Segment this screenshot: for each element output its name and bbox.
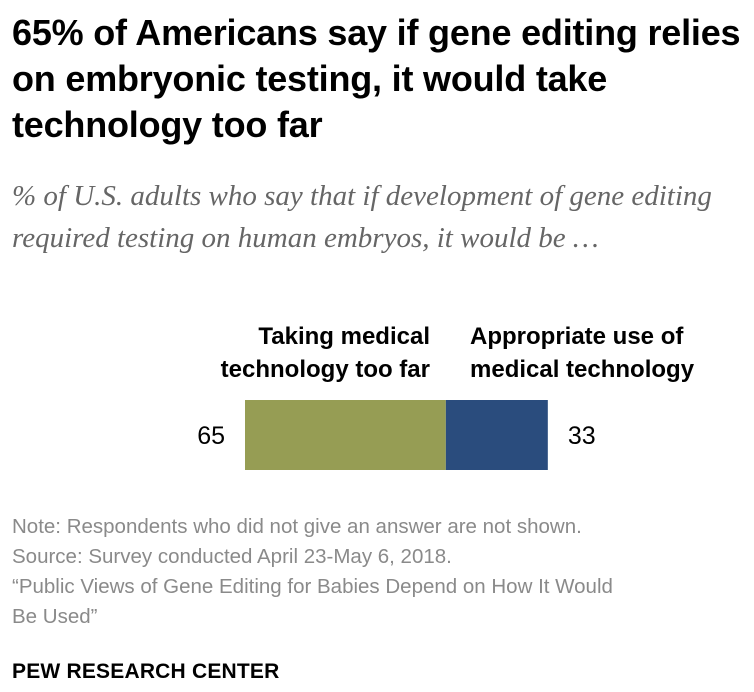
- legend-label-too-far-line1: Taking medical: [258, 323, 430, 350]
- chart-subtitle: % of U.S. adults who say that if develop…: [12, 180, 712, 254]
- stacked-bar-chart: 65 33: [197, 400, 596, 470]
- legend-label-appropriate-line2: medical technology: [470, 356, 695, 383]
- legend-label-too-far: Taking medical technology too far: [170, 320, 430, 386]
- source-text: Source: Survey conducted April 23-May 6,…: [12, 545, 452, 568]
- pew-research-center-logo: PEW RESEARCH CENTER: [12, 660, 280, 683]
- note-text: Note: Respondents who did not give an an…: [12, 515, 582, 538]
- footnotes: Note: Respondents who did not give an an…: [12, 512, 752, 632]
- data-label-2: 33: [568, 422, 596, 450]
- chart-title: 65% of Americans say if gene editing rel…: [12, 12, 741, 145]
- legend-label-appropriate: Appropriate use of medical technology: [470, 320, 750, 386]
- data-label-1: 65: [197, 422, 225, 450]
- legend-label-appropriate-line1: Appropriate use of: [470, 323, 684, 350]
- bar-segment-1: [245, 400, 446, 470]
- report-title-line1: “Public Views of Gene Editing for Babies…: [12, 575, 613, 598]
- bar-segment-2: [445, 400, 548, 470]
- legend-label-too-far-line2: technology too far: [220, 356, 430, 383]
- report-title-line2: Be Used”: [12, 605, 98, 628]
